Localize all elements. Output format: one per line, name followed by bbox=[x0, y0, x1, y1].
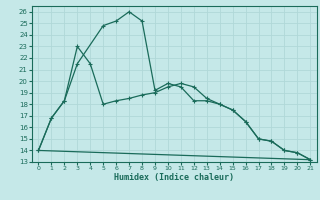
X-axis label: Humidex (Indice chaleur): Humidex (Indice chaleur) bbox=[115, 173, 234, 182]
